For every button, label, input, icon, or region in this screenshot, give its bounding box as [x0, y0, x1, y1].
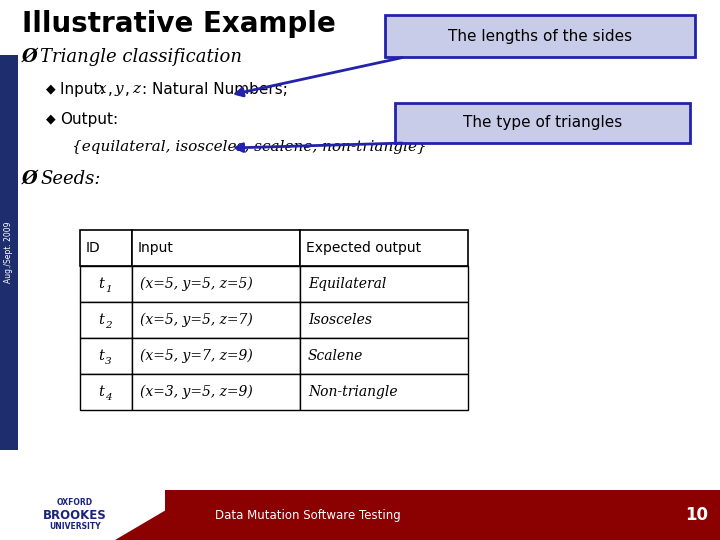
- Polygon shape: [115, 490, 200, 540]
- Text: (x=5, y=7, z=9): (x=5, y=7, z=9): [140, 349, 253, 363]
- Text: Expected output: Expected output: [306, 241, 421, 255]
- Bar: [132, 374, 300, 410]
- Text: BROOKES: BROOKES: [43, 509, 107, 522]
- Bar: [300, 230, 468, 266]
- Text: 1: 1: [105, 285, 112, 294]
- Text: Data Mutation Software Testing: Data Mutation Software Testing: [215, 509, 401, 522]
- Text: t: t: [98, 349, 104, 363]
- Text: Non-triangle: Non-triangle: [308, 385, 397, 399]
- Bar: [0, 55, 18, 450]
- Text: Illustrative Example: Illustrative Example: [22, 10, 336, 38]
- Bar: [132, 266, 300, 302]
- Text: 2: 2: [105, 321, 112, 329]
- Text: : Natural Numbers;: : Natural Numbers;: [142, 82, 288, 97]
- Text: ,: ,: [108, 82, 113, 97]
- Text: 3: 3: [105, 356, 112, 366]
- Text: ◆: ◆: [46, 112, 55, 125]
- Bar: [80, 374, 132, 410]
- Text: Scalene: Scalene: [308, 349, 364, 363]
- Text: (x=5, y=5, z=7): (x=5, y=5, z=7): [140, 313, 253, 327]
- Text: t: t: [98, 313, 104, 327]
- Bar: [300, 374, 468, 410]
- Text: t: t: [98, 277, 104, 291]
- Text: t: t: [98, 385, 104, 399]
- Text: y: y: [115, 82, 124, 96]
- Text: Input: Input: [138, 241, 174, 255]
- Text: Seeds:: Seeds:: [40, 170, 101, 188]
- Text: ID: ID: [86, 241, 101, 255]
- Bar: [132, 230, 300, 266]
- Text: z: z: [132, 82, 140, 96]
- Text: Ø: Ø: [22, 170, 44, 188]
- Text: 10: 10: [685, 506, 708, 524]
- Bar: [385, 15, 695, 57]
- Text: (x=3, y=5, z=9): (x=3, y=5, z=9): [140, 385, 253, 399]
- Text: Aug./Sept. 2009: Aug./Sept. 2009: [4, 221, 14, 283]
- Bar: [80, 302, 132, 338]
- Text: ,: ,: [125, 82, 130, 97]
- Text: Triangle classification: Triangle classification: [40, 48, 242, 66]
- Bar: [395, 103, 690, 143]
- Bar: [80, 338, 132, 374]
- Text: 4: 4: [105, 393, 112, 402]
- Bar: [80, 230, 132, 266]
- Bar: [165, 490, 720, 540]
- Text: The lengths of the sides: The lengths of the sides: [448, 29, 632, 44]
- Text: The type of triangles: The type of triangles: [463, 116, 622, 131]
- Bar: [300, 302, 468, 338]
- Text: Output:: Output:: [60, 112, 118, 127]
- Text: {equilateral, isosceles, scalene, non-triangle}: {equilateral, isosceles, scalene, non-tr…: [72, 140, 427, 154]
- Bar: [300, 338, 468, 374]
- Text: x: x: [98, 82, 107, 96]
- Text: Input:: Input:: [60, 82, 109, 97]
- Bar: [80, 266, 132, 302]
- Text: ◆: ◆: [46, 82, 55, 95]
- Bar: [300, 266, 468, 302]
- Text: Equilateral: Equilateral: [308, 277, 387, 291]
- Text: Isosceles: Isosceles: [308, 313, 372, 327]
- Text: OXFORD: OXFORD: [57, 498, 93, 507]
- Bar: [132, 338, 300, 374]
- Text: Ø: Ø: [22, 48, 44, 66]
- Bar: [132, 302, 300, 338]
- Text: UNIVERSITY: UNIVERSITY: [49, 522, 101, 531]
- Text: (x=5, y=5, z=5): (x=5, y=5, z=5): [140, 277, 253, 291]
